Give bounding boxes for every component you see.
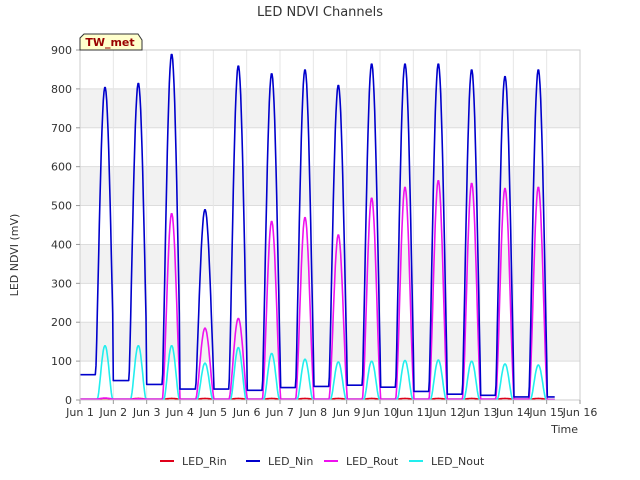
y-tick-label: 600 <box>51 161 72 174</box>
y-tick-label: 0 <box>65 394 72 407</box>
y-tick-label: 700 <box>51 122 72 135</box>
x-tick-label: Jun 10 <box>362 406 398 419</box>
site-badge-box <box>79 33 143 51</box>
x-tick-label: Jun 1 <box>65 406 94 419</box>
site-badge-label: TW_met <box>85 36 134 49</box>
series-line-led-nin <box>79 53 555 398</box>
x-tick-label: Jun 13 <box>462 406 498 419</box>
x-tick-label: Jun 16 <box>562 406 598 419</box>
y-tick-label: 900 <box>51 44 72 57</box>
plot-frame <box>79 49 581 401</box>
y-tick-label: 300 <box>51 277 72 290</box>
background-band <box>80 244 580 284</box>
legend: LED_Rin LED_Nin LED_Rout LED_Nout <box>160 455 485 468</box>
y-tick-label: 100 <box>51 355 72 368</box>
x-tick-label: Jun 6 <box>232 406 261 419</box>
y-tick-label: 500 <box>51 200 72 213</box>
y-axis-ticks: 0 100 200 300 400 500 600 700 800 900 <box>51 44 80 407</box>
x-tick-label: Jun 5 <box>198 406 227 419</box>
x-tick-label: Jun 8 <box>298 406 327 419</box>
x-tick-label: Jun 12 <box>428 406 464 419</box>
background-band <box>80 88 580 128</box>
x-tick-label: Jun 14 <box>495 406 531 419</box>
y-tick-label: 400 <box>51 238 72 251</box>
x-tick-label: Jun 4 <box>165 406 194 419</box>
legend-label: LED_Rin <box>182 455 227 468</box>
background-band <box>80 166 580 206</box>
x-tick-label: Jun 3 <box>132 406 161 419</box>
x-tick-label: Jun 15 <box>528 406 564 419</box>
x-axis-label: Time <box>550 423 578 436</box>
y-tick-label: 200 <box>51 316 72 329</box>
y-axis-label: LED NDVI (mV) <box>8 214 21 297</box>
legend-label: LED_Rout <box>346 455 399 468</box>
series-layer <box>79 53 555 401</box>
legend-label: LED_Nin <box>268 455 313 468</box>
y-tick-label: 800 <box>51 83 72 96</box>
x-axis-ticks: Jun 1 Jun 2 Jun 3 Jun 4 Jun 5 Jun 6 Jun 7 Jun 8… <box>65 400 597 419</box>
legend-label: LED_Nout <box>431 455 485 468</box>
x-tick-label: Jun 7 <box>265 406 294 419</box>
site-badge: TW_met <box>79 33 143 51</box>
x-tick-label: Jun 9 <box>332 406 361 419</box>
series-line-led-rout <box>79 180 555 401</box>
x-tick-label: Jun 11 <box>395 406 431 419</box>
x-tick-label: Jun 2 <box>98 406 127 419</box>
chart-title: LED NDVI Channels <box>257 5 383 20</box>
